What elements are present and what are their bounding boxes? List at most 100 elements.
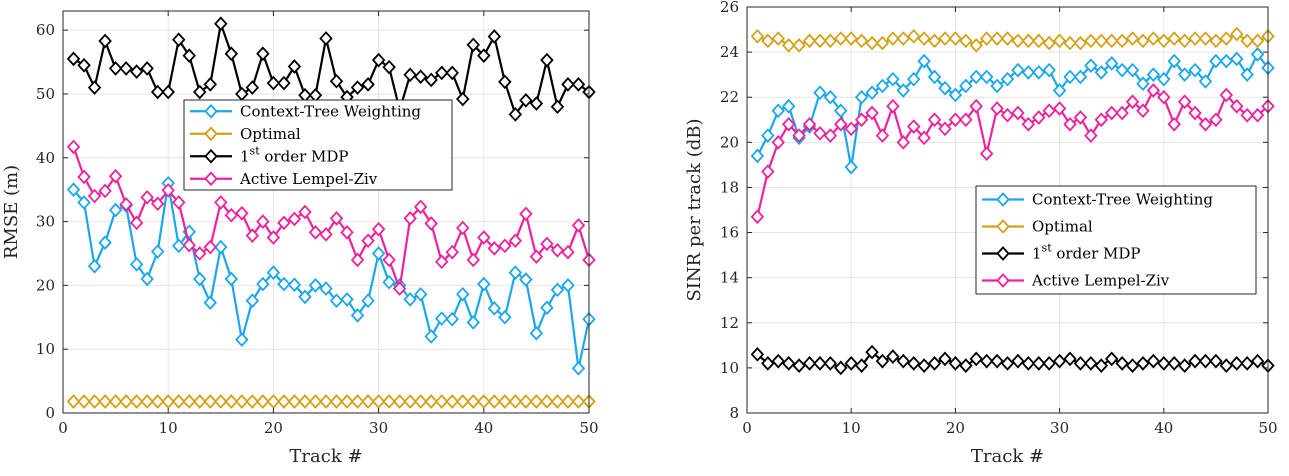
1st-order-mdp-point [287, 59, 302, 74]
1st-order-mdp-point [477, 48, 491, 63]
1st-order-mdp-point [771, 353, 785, 369]
optimal-point [224, 394, 239, 409]
context-tree-weighting-point [245, 293, 260, 309]
series-optimal [750, 26, 1275, 53]
context-tree-weighting-point [340, 292, 354, 307]
optimal-point [287, 394, 302, 409]
x-tick-label: 30 [369, 419, 388, 437]
optimal-point [906, 28, 921, 44]
1st-order-mdp-point [802, 356, 817, 371]
optimal-point [1177, 33, 1192, 49]
active-lempel-ziv-point [1115, 105, 1129, 121]
legend-item-active-lempel-ziv: Active Lempel-Ziv [982, 272, 1170, 290]
context-tree-weighting-point [938, 80, 952, 96]
active-lempel-ziv-point [1000, 107, 1015, 123]
active-lempel-ziv-point [571, 218, 586, 233]
active-lempel-ziv-point [371, 221, 386, 237]
context-tree-weighting-point [224, 271, 239, 287]
context-tree-weighting-point [1063, 69, 1077, 85]
context-tree-weighting-point [413, 286, 428, 302]
1st-order-mdp-point [990, 353, 1004, 369]
optimal-point [256, 394, 270, 409]
optimal-point [140, 394, 154, 409]
active-lempel-ziv-point [896, 135, 911, 150]
1st-order-mdp-point [875, 353, 890, 369]
optimal-point [771, 31, 785, 46]
optimal-point [277, 394, 291, 409]
active-lempel-ziv-point [1240, 107, 1254, 123]
y-tick-label: 10 [720, 359, 739, 377]
active-lempel-ziv-point [1032, 110, 1046, 125]
context-tree-weighting-point [823, 89, 838, 105]
active-lempel-ziv-point [865, 105, 879, 121]
context-tree-weighting-point [1011, 62, 1025, 78]
active-lempel-ziv-point [1167, 116, 1181, 132]
context-tree-weighting-point [750, 148, 765, 164]
x-tick-label: 10 [159, 419, 178, 437]
context-tree-weighting-point [350, 308, 365, 323]
1st-order-mdp-point [1209, 353, 1223, 369]
context-tree-weighting-point [969, 69, 983, 85]
context-tree-weighting-point [98, 235, 112, 250]
active-lempel-ziv-point [854, 112, 869, 128]
optimal-point [571, 394, 586, 409]
optimal-point [561, 394, 575, 409]
context-tree-weighting-point [519, 272, 533, 287]
y-tick-label: 18 [720, 178, 739, 196]
context-tree-weighting-point [203, 295, 218, 310]
active-lempel-ziv-point [287, 211, 302, 227]
x-tick-label: 50 [1258, 419, 1277, 437]
1st-order-mdp-point [424, 72, 438, 88]
active-lempel-ziv-point [750, 209, 765, 225]
context-tree-weighting-point [781, 98, 796, 114]
legend-label-superscript: st [250, 144, 261, 157]
context-tree-weighting-point [266, 265, 281, 280]
optimal-point [245, 394, 260, 409]
optimal-point [382, 394, 396, 409]
active-lempel-ziv-point [350, 252, 365, 268]
1st-order-mdp-point [319, 31, 333, 46]
y-tick-label: 30 [36, 213, 55, 231]
optimal-point [540, 394, 554, 409]
context-tree-weighting-point [771, 103, 785, 119]
active-lempel-ziv-point [382, 252, 396, 268]
legend-box [975, 185, 1257, 295]
1st-order-mdp-point [854, 358, 869, 373]
1st-order-mdp-point [1084, 356, 1098, 371]
active-lempel-ziv-point [361, 233, 375, 249]
optimal-point [529, 394, 544, 409]
x-tick-label: 40 [474, 419, 493, 437]
1st-order-mdp-point [834, 360, 848, 376]
context-tree-weighting-point [382, 274, 396, 290]
context-tree-weighting-point [854, 89, 869, 105]
active-lempel-ziv-point [561, 244, 575, 260]
1st-order-mdp-point [761, 356, 775, 371]
context-tree-weighting-point [287, 277, 302, 293]
1st-order-mdp-point [927, 356, 942, 371]
optimal-point [508, 394, 523, 409]
optimal-point [477, 394, 491, 409]
active-lempel-ziv-point [413, 199, 428, 215]
optimal-point [445, 394, 459, 409]
y-tick-label: 20 [720, 133, 739, 151]
axes-box [746, 6, 1269, 414]
optimal-point [1052, 33, 1067, 49]
active-lempel-ziv-point [477, 230, 491, 245]
1st-order-mdp-point [1021, 356, 1036, 371]
1st-order-mdp-point [1094, 358, 1109, 373]
1st-order-mdp-point [1000, 356, 1015, 371]
optimal-point [193, 394, 207, 409]
active-lempel-ziv-point [1073, 110, 1088, 125]
optimal-point [203, 394, 218, 409]
optimal-point [813, 33, 827, 49]
1st-order-mdp-point [434, 65, 449, 81]
context-tree-weighting-point [875, 78, 890, 94]
context-tree-weighting-point [193, 271, 207, 287]
active-lempel-ziv-legend-label: Active Lempel-Ziv [1031, 272, 1170, 290]
active-lempel-ziv-point [1021, 116, 1036, 132]
optimal-point [498, 394, 512, 409]
optimal-point [98, 394, 112, 409]
optimal-point [1063, 35, 1077, 51]
optimal-point [938, 31, 952, 46]
active-lempel-ziv-point [781, 116, 796, 132]
